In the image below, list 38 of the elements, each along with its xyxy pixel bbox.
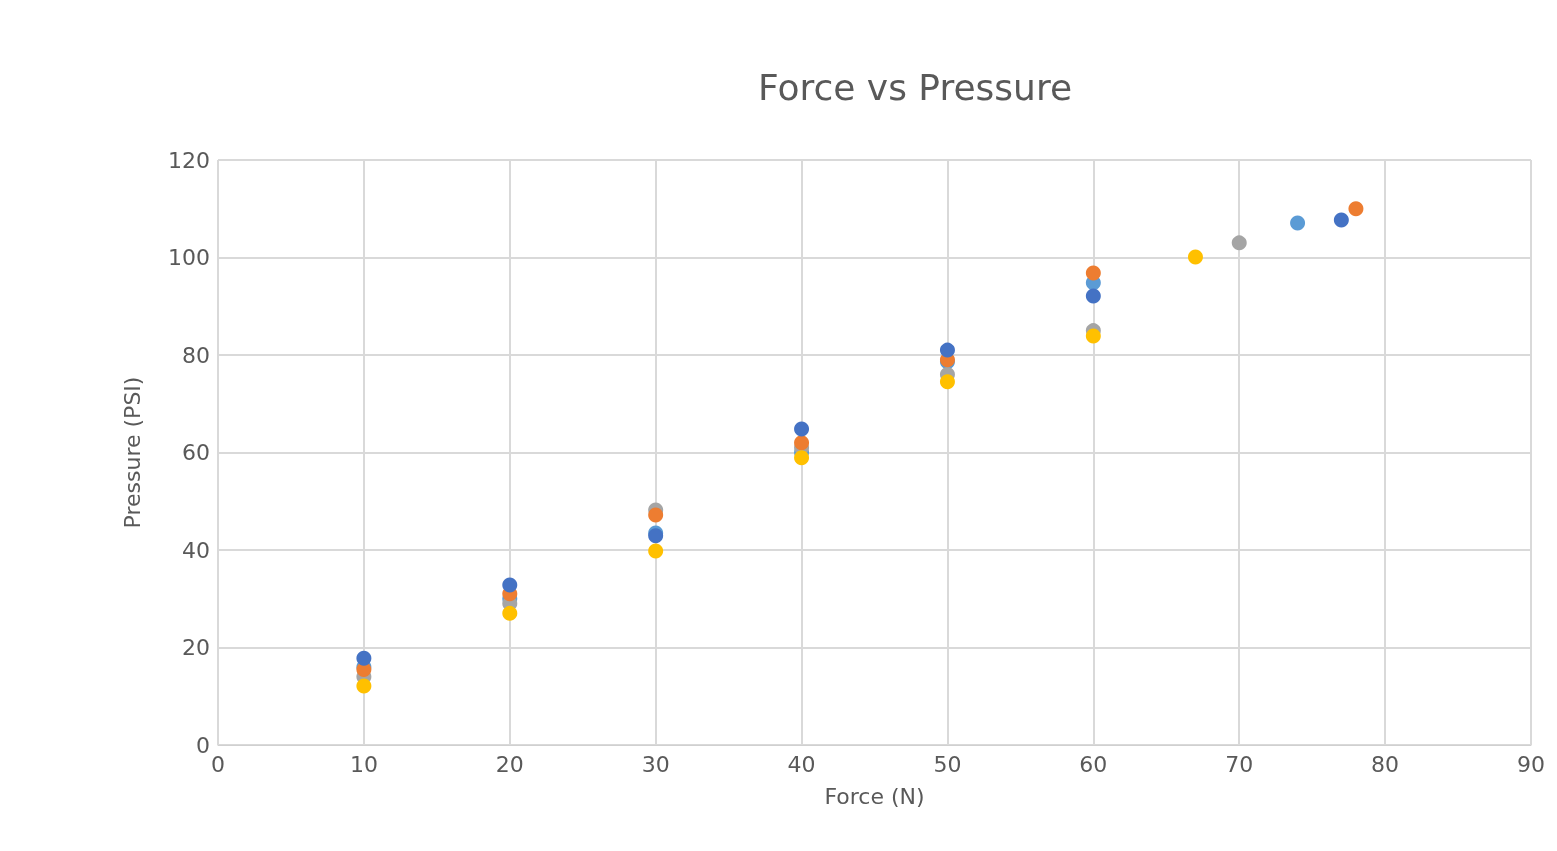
chart-title: Force vs Pressure <box>758 66 1073 108</box>
point <box>1085 265 1101 281</box>
x-tick-label: 10 <box>349 751 378 777</box>
y-tick-label: 40 <box>182 537 210 563</box>
point <box>1085 288 1101 304</box>
point <box>939 342 955 358</box>
point <box>502 605 518 621</box>
y-tick-label: 20 <box>182 635 210 660</box>
point <box>1333 212 1349 228</box>
point <box>356 678 372 694</box>
x-tick-label: 80 <box>1371 751 1400 777</box>
y-tick-label: 60 <box>182 440 210 465</box>
point <box>1290 215 1306 231</box>
point <box>794 421 810 437</box>
point <box>1348 201 1364 217</box>
point <box>794 450 810 466</box>
y-tick-label: 80 <box>182 342 210 368</box>
point <box>1187 249 1203 265</box>
y-tick-label: 100 <box>168 245 210 270</box>
point <box>794 435 810 451</box>
point <box>648 543 664 559</box>
x-tick-label: 50 <box>933 751 962 777</box>
point <box>502 577 518 593</box>
x-axis-title: Force (N) <box>824 783 925 809</box>
x-tick-label: 70 <box>1225 751 1254 777</box>
x-tick-label: 60 <box>1079 751 1108 777</box>
y-tick-label: 120 <box>168 147 210 173</box>
x-tick-label: 90 <box>1517 751 1545 777</box>
point <box>1231 235 1247 251</box>
point <box>356 650 372 666</box>
point <box>648 507 664 523</box>
point <box>939 374 955 390</box>
x-tick-label: 30 <box>641 751 670 777</box>
point <box>1085 328 1101 344</box>
x-tick-label: 40 <box>787 751 816 777</box>
y-tick-label: 0 <box>196 732 210 758</box>
x-tick-label: 20 <box>495 751 524 777</box>
y-axis-title: Pressure (PSI) <box>119 376 145 529</box>
